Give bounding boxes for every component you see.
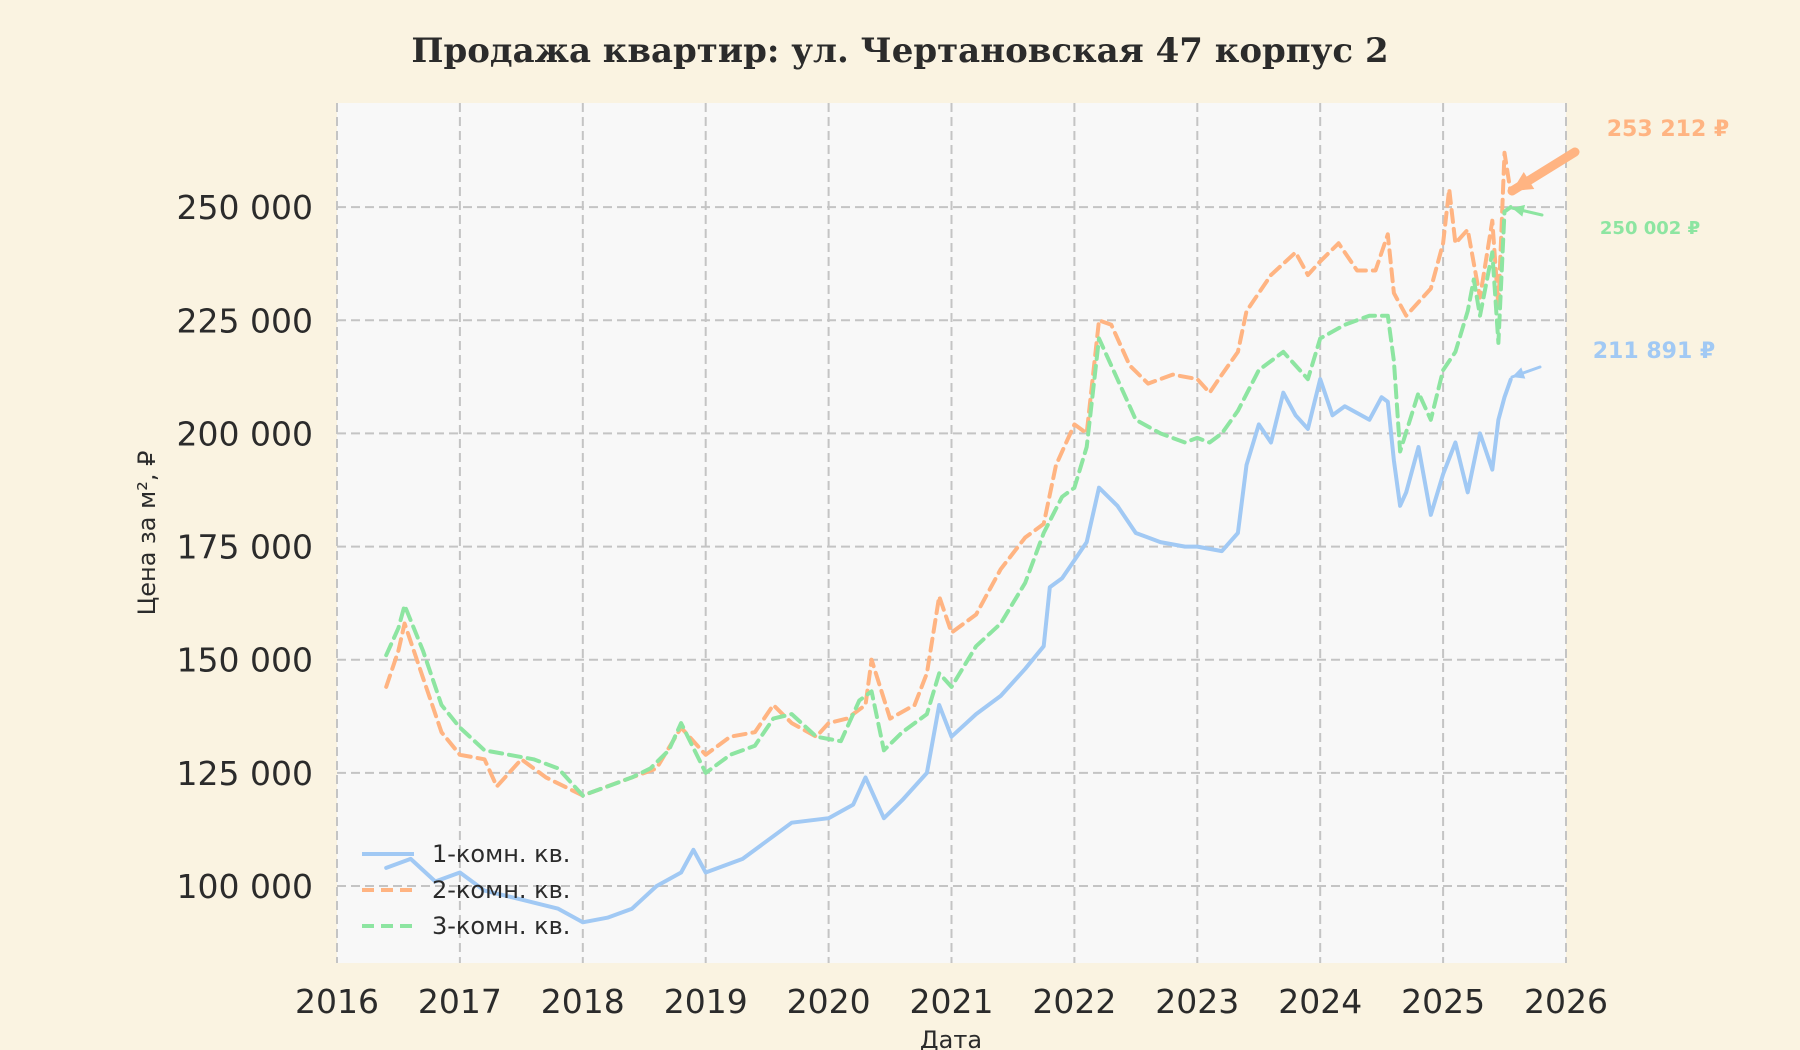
x-tick-label: 2023 <box>1155 982 1239 1021</box>
x-tick-label: 2019 <box>664 982 748 1021</box>
y-tick-label: 150 000 <box>177 641 313 680</box>
annotation-label: 253 212 ₽ <box>1607 117 1729 142</box>
y-axis-label: Цена за м², ₽ <box>133 451 161 616</box>
chart-title: Продажа квартир: ул. Чертановская 47 кор… <box>411 31 1388 71</box>
legend-label: 3-комн. кв. <box>432 912 570 940</box>
x-axis-label: Дата <box>920 1026 982 1050</box>
x-tick-label: 2021 <box>910 982 994 1021</box>
y-tick-label: 225 000 <box>177 301 313 340</box>
x-tick-label: 2022 <box>1032 982 1116 1021</box>
x-tick-label: 2024 <box>1278 982 1362 1021</box>
x-tick-label: 2026 <box>1524 982 1608 1021</box>
y-tick-label: 100 000 <box>177 867 313 906</box>
annotation-label: 211 891 ₽ <box>1593 339 1715 364</box>
annotation-label: 250 002 ₽ <box>1600 218 1700 239</box>
y-tick-label: 250 000 <box>177 188 313 227</box>
x-tick-label: 2017 <box>418 982 502 1021</box>
series-line-1 <box>384 377 1513 925</box>
x-tick-label: 2016 <box>295 982 379 1021</box>
annotation-arrowhead <box>1512 367 1526 379</box>
legend-label: 1-комн. кв. <box>432 840 570 868</box>
x-tick-label: 2025 <box>1401 982 1485 1021</box>
y-tick-label: 200 000 <box>177 414 313 453</box>
annotations: 253 212 ₽ 250 002 ₽ 211 891 ₽ <box>1507 117 1729 379</box>
y-tick-label: 175 000 <box>177 528 313 567</box>
annotation-arrowhead <box>1512 204 1526 217</box>
x-tick-label: 2018 <box>541 982 625 1021</box>
legend: 1-комн. кв. 2-комн. кв. 3-комн. кв. <box>362 840 570 940</box>
legend-label: 2-комн. кв. <box>432 876 570 904</box>
x-tick-label: 2020 <box>787 982 871 1021</box>
annotation-arrowhead <box>1512 171 1535 191</box>
y-tick-label: 125 000 <box>177 754 313 793</box>
series-line-3 <box>384 205 1513 798</box>
